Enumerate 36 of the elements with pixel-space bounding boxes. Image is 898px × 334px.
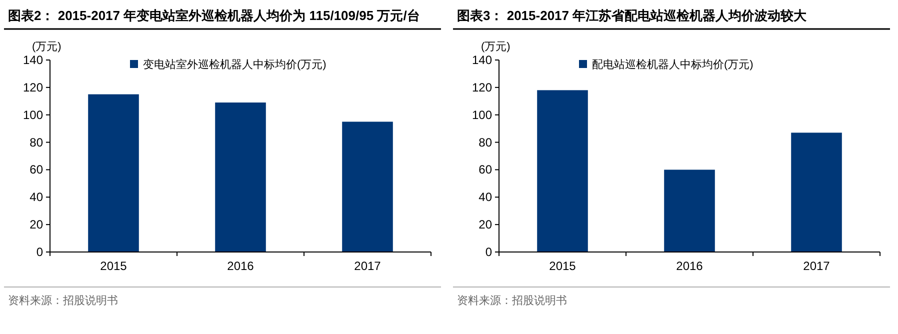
y-tick-label: 80 <box>30 135 44 150</box>
y-tick-label: 20 <box>478 218 492 232</box>
y-tick-label: 140 <box>22 53 44 67</box>
y-tick-label: 140 <box>472 53 492 67</box>
x-tick-label: 2016 <box>676 259 704 273</box>
text: 资料来源：招股说明书 <box>8 294 118 307</box>
y-tick-label: 0 <box>485 245 492 259</box>
bar <box>537 90 588 252</box>
y-tick-label: 120 <box>472 80 492 94</box>
bar <box>215 102 266 252</box>
y-tick-label: 80 <box>478 135 492 150</box>
legend-label: 配电站巡检机器人中标均价(万元) <box>592 58 754 71</box>
chart-title: 图表2： 2015-2017 年变电站室外巡检机器人均价为 115/109/95 万元/台 <box>8 8 420 23</box>
x-tick-label: 2015 <box>549 259 576 273</box>
bar <box>342 122 393 252</box>
x-tick-label: 2015 <box>100 259 128 273</box>
bar <box>664 170 715 252</box>
x-tick-label: 2017 <box>354 259 382 273</box>
y-tick-label: 20 <box>30 218 44 232</box>
y-tick-label: 120 <box>22 80 44 94</box>
bar <box>791 132 842 252</box>
chart-title: 图表3： 2015-2017 年江苏省配电站巡检机器人均价波动较大 <box>457 8 808 23</box>
legend-label: 变电站室外巡检机器人中标均价(万元) <box>143 58 326 71</box>
y-axis-title: (万元) <box>481 41 510 53</box>
y-tick-label: 0 <box>36 245 44 259</box>
x-tick-label: 2016 <box>227 259 254 273</box>
y-tick-label: 60 <box>478 162 492 177</box>
bar <box>88 94 139 252</box>
y-tick-label: 40 <box>478 190 492 204</box>
y-tick-label: 60 <box>30 162 44 177</box>
x-tick-label: 2017 <box>803 259 830 273</box>
text: 资料来源：招股说明书 <box>457 294 567 307</box>
y-tick-label: 40 <box>30 190 44 204</box>
y-tick-label: 100 <box>22 108 44 122</box>
y-tick-label: 100 <box>472 108 492 122</box>
y-axis-title: (万元) <box>32 41 62 53</box>
